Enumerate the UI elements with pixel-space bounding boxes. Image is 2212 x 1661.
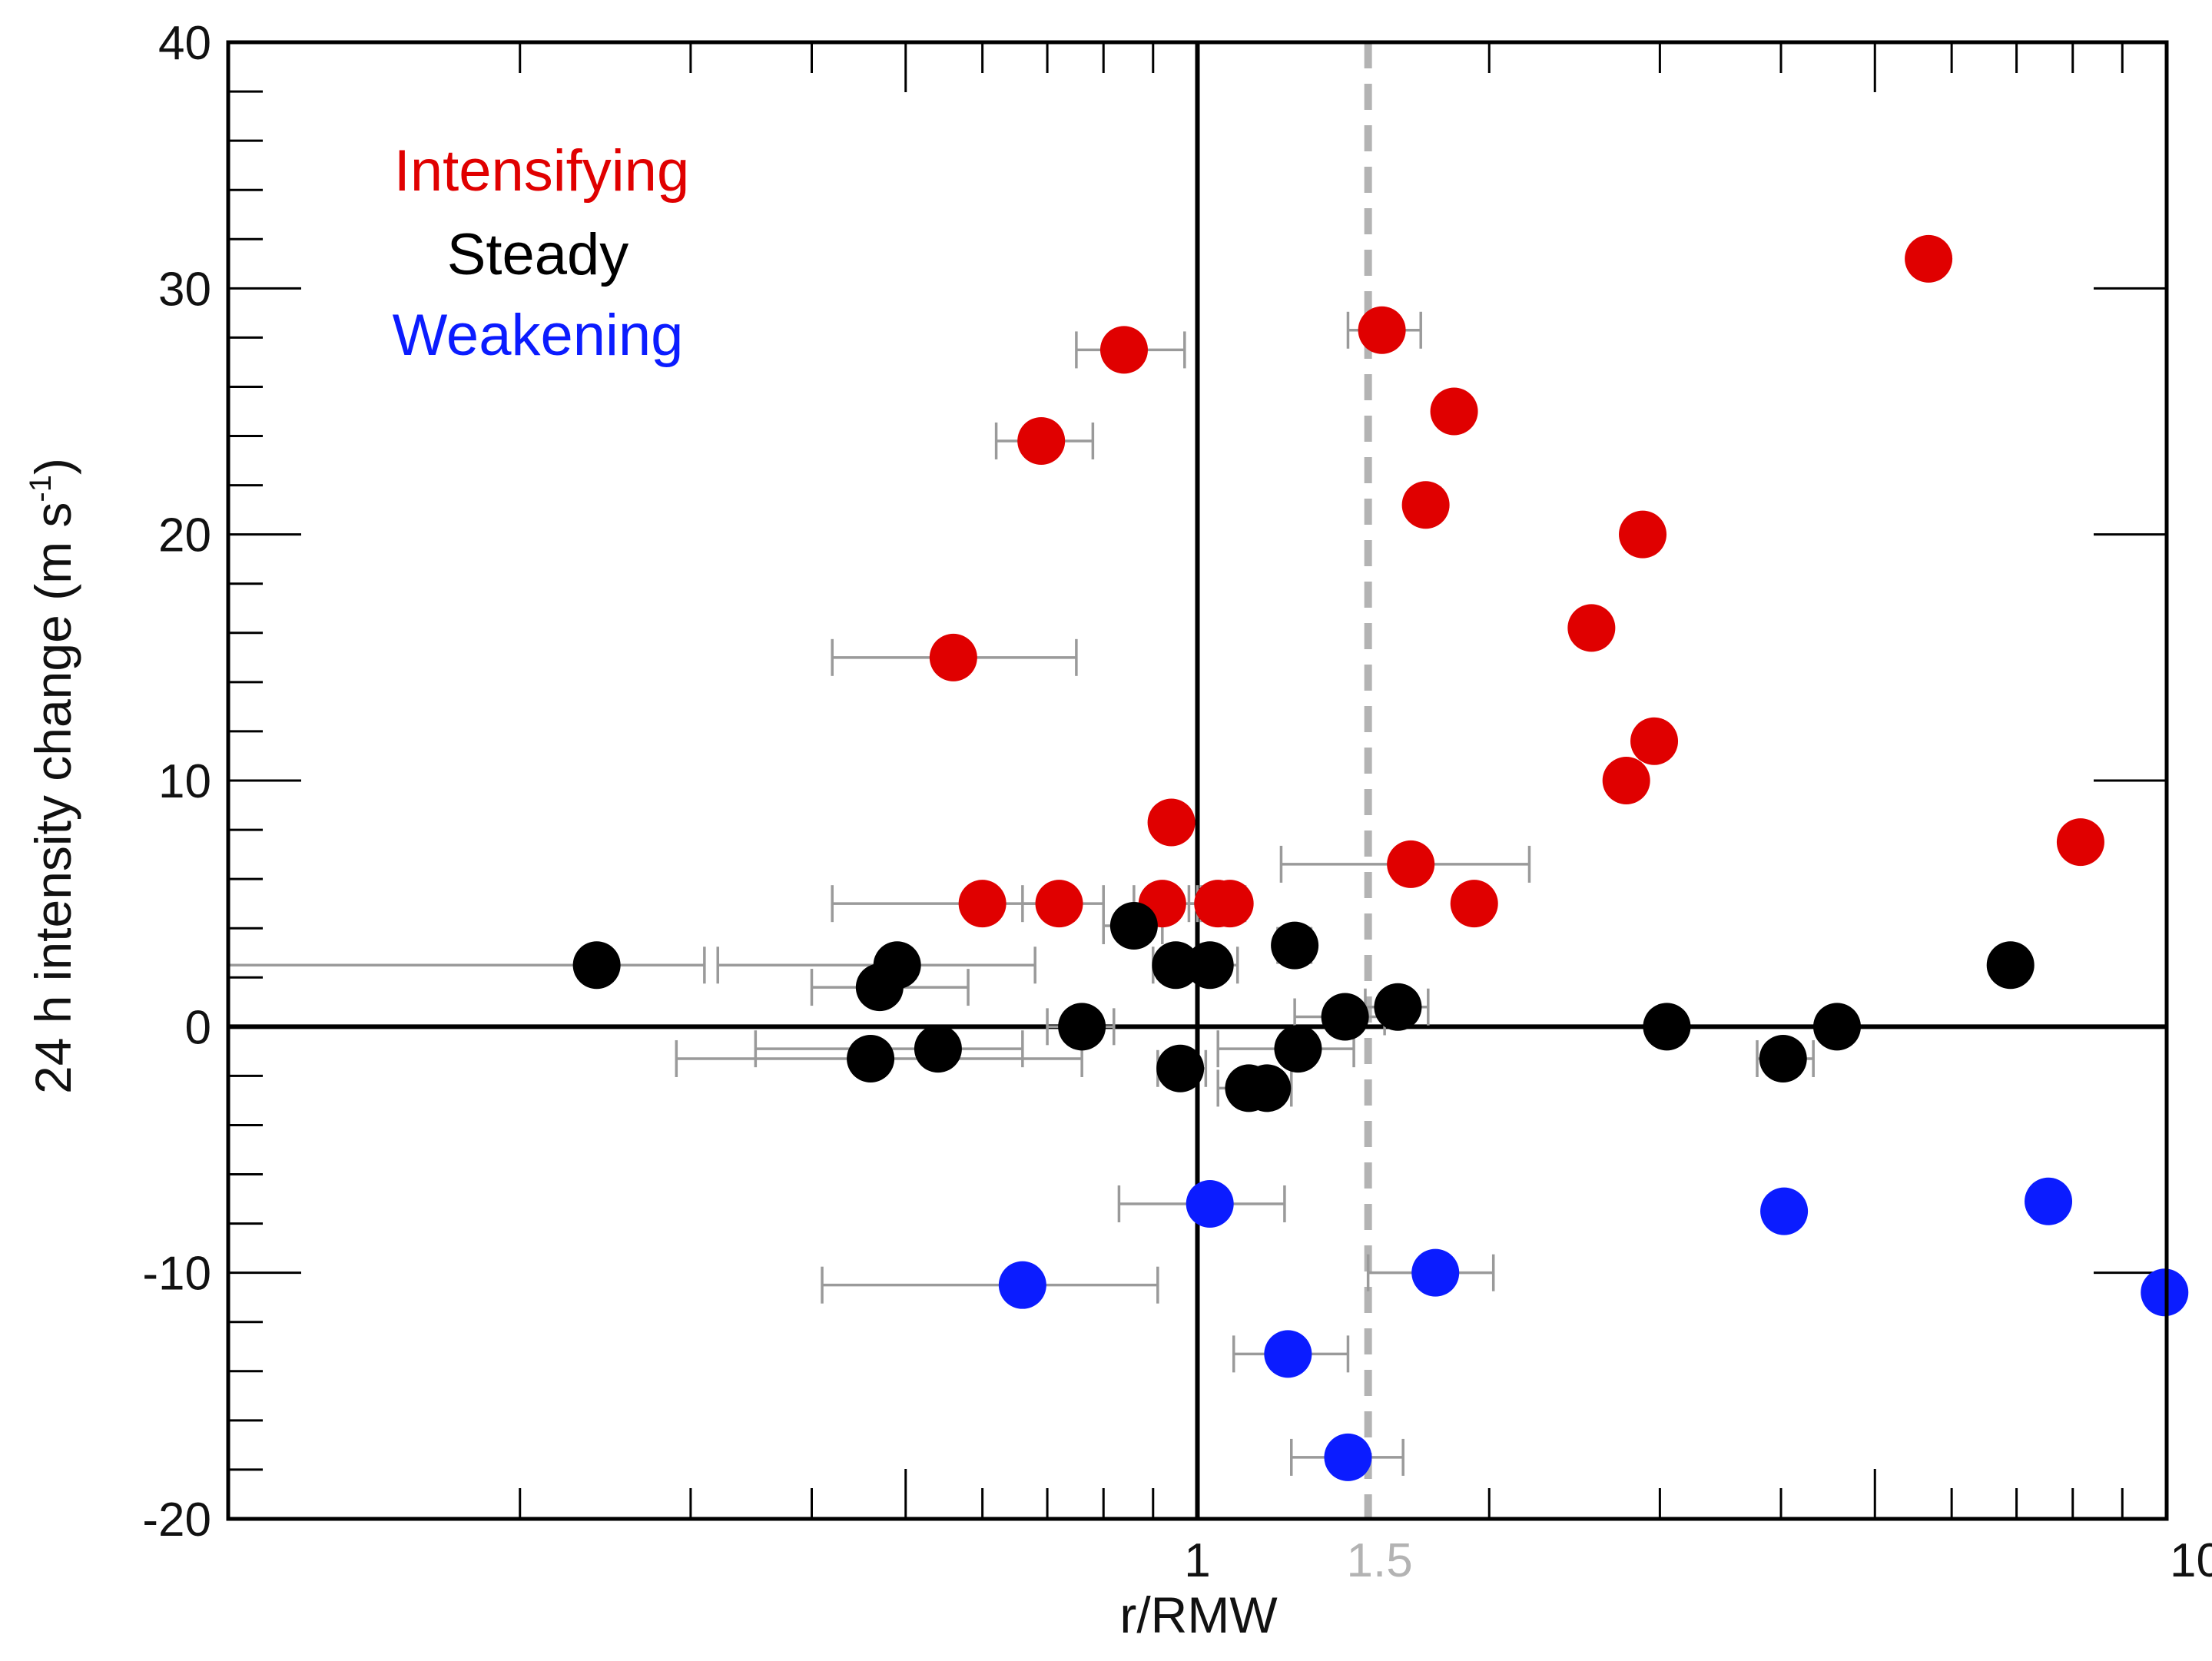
data-point-intensifying (1619, 510, 1667, 559)
data-point-steady (1058, 1003, 1106, 1051)
y-tick-label: -10 (142, 1248, 211, 1301)
y-axis-title: 24 h intensity change (m s-1) (24, 458, 81, 1094)
legend-entry-intensifying: Intensifying (394, 138, 689, 204)
data-point-intensifying (958, 880, 1007, 928)
tick-labels: 40 30 20 10 0 -10 -20 1 10 1.5 (142, 17, 2212, 1587)
x-tick-label: 1 (1184, 1534, 1210, 1587)
data-point-steady (847, 1034, 895, 1082)
x-axis-title: r/RMW (1119, 1586, 1278, 1643)
y-tick-label: -20 (142, 1494, 211, 1547)
data-point-weakening (2141, 1268, 2189, 1317)
legend-entry-steady: Steady (447, 222, 629, 287)
data-point-weakening (1411, 1248, 1460, 1297)
data-point-steady (1374, 983, 1422, 1031)
x-tick-label: 10 (2170, 1534, 2212, 1587)
data-point-intensifying (1387, 840, 1435, 888)
data-point-weakening (998, 1261, 1046, 1309)
data-point-intensifying (1205, 880, 1254, 928)
data-point-intensifying (1450, 880, 1498, 928)
data-point-steady (914, 1025, 962, 1073)
data-point-weakening (1760, 1187, 1809, 1235)
data-point-steady (1321, 993, 1369, 1041)
data-point-intensifying (1401, 481, 1450, 529)
data-point-steady (572, 941, 621, 990)
data-point-intensifying (1099, 326, 1148, 374)
data-point-steady (1271, 921, 1319, 970)
data-point-intensifying (1630, 717, 1679, 765)
data-point-intensifying (1430, 387, 1478, 436)
data-point-weakening (1324, 1433, 1372, 1481)
legend-entry-weakening: Weakening (393, 303, 684, 368)
y-axis-title-superscript: -1 (24, 475, 58, 502)
data-point-weakening (1264, 1330, 1312, 1378)
plot-frame (226, 40, 2169, 1521)
data-point-intensifying (1035, 880, 1083, 928)
y-tick-label: 20 (158, 509, 211, 562)
legend: Intensifying Steady Weakening (393, 138, 690, 368)
data-point-steady (1812, 1003, 1861, 1051)
data-point-steady (1152, 941, 1200, 990)
data-point-intensifying (1602, 757, 1650, 804)
data-point-steady (1643, 1003, 1691, 1051)
data-point-intensifying (2056, 818, 2104, 867)
data-point-intensifying (1905, 234, 1953, 283)
data-point-weakening (2025, 1177, 2073, 1225)
y-tick-label: 0 (185, 1001, 211, 1054)
data-point-steady (1986, 941, 2035, 990)
data-point-intensifying (929, 633, 977, 681)
y-tick-label: 30 (158, 263, 211, 316)
rmw-1.5-label: 1.5 (1347, 1534, 1413, 1587)
data-point-steady (1759, 1034, 1807, 1082)
data-point-steady (1156, 1044, 1205, 1092)
data-point-steady (873, 941, 921, 990)
y-axis-title-close: ) (25, 458, 81, 475)
data-point-steady (1274, 1025, 1322, 1073)
data-point-steady (1109, 901, 1158, 950)
y-tick-label: 40 (158, 17, 211, 70)
data-point-steady (1243, 1064, 1292, 1112)
data-point-intensifying (1358, 306, 1406, 354)
data-point-intensifying (1147, 798, 1196, 847)
y-axis-title-text: 24 h intensity change (m s (25, 502, 81, 1094)
y-tick-label: 10 (158, 755, 211, 808)
data-point-steady (1186, 941, 1234, 990)
data-point-weakening (1186, 1179, 1234, 1228)
data-point-intensifying (1567, 604, 1616, 652)
data-points (572, 234, 2189, 1481)
data-point-intensifying (1017, 416, 1066, 465)
